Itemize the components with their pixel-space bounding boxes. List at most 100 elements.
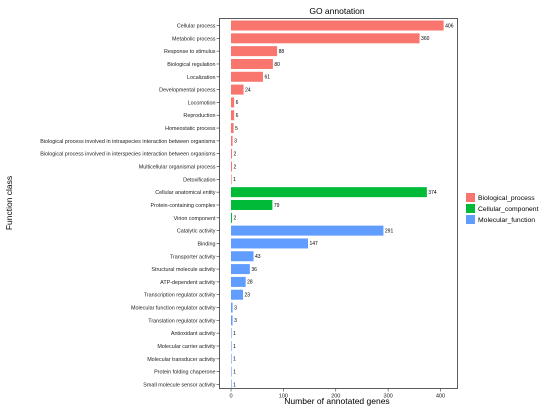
bar	[231, 58, 273, 69]
data-label: 3	[234, 305, 237, 311]
x-axis: 0 100 200 300 400	[229, 388, 445, 400]
x-tick-label: 400	[436, 394, 445, 400]
data-label: 2	[234, 216, 237, 222]
bar	[231, 251, 254, 262]
data-label: 1	[233, 331, 236, 337]
bar	[231, 148, 233, 159]
x-tick-label: 0	[229, 394, 232, 400]
legend: Biological_process Cellular_component Mole…	[466, 193, 539, 224]
legend-swatch	[466, 204, 475, 213]
data-label: 43	[255, 254, 261, 260]
data-label: 88	[279, 49, 285, 55]
plot-frame	[219, 18, 458, 389]
category-label: Molecular carrier activity	[157, 344, 215, 350]
category-label: Metabolic process	[172, 36, 216, 42]
category-label: Translation regulator activity	[148, 318, 216, 324]
data-label: 5	[235, 126, 238, 132]
legend-label: Cellular_component	[478, 206, 539, 213]
legend-label: Molecular_function	[478, 217, 535, 224]
data-label: 406	[445, 23, 454, 29]
bar	[231, 110, 235, 121]
category-label: Transporter activity	[170, 254, 216, 260]
bar	[231, 328, 232, 339]
bar	[231, 161, 233, 172]
bar	[231, 20, 444, 31]
category-label: Cellular anatomical entity	[155, 190, 216, 196]
legend-swatch	[466, 193, 475, 202]
category-label: Structural molecule activity	[151, 267, 215, 273]
bar	[231, 33, 420, 44]
data-label: 28	[247, 280, 253, 286]
bar	[231, 71, 263, 82]
x-tick-label: 300	[383, 394, 392, 400]
data-label: 1	[233, 382, 236, 388]
bar	[231, 379, 232, 390]
category-label: Biological regulation	[167, 62, 215, 68]
legend-swatch	[466, 215, 475, 224]
bar	[231, 174, 232, 185]
category-label: Small molecule sensor activity	[143, 382, 216, 388]
category-label: Catalytic activity	[177, 229, 216, 235]
data-label: 1	[233, 177, 236, 183]
data-label: 6	[236, 113, 239, 119]
category-label: Cellular process	[177, 24, 216, 30]
data-label: 80	[274, 62, 280, 68]
data-label: 6	[236, 100, 239, 106]
bar	[231, 212, 233, 223]
category-label: ATP-dependent activity	[160, 280, 216, 286]
data-label: 36	[251, 267, 257, 273]
data-label: 3	[234, 139, 237, 145]
category-label: Homeostatic process	[165, 126, 216, 132]
data-label: 147	[309, 241, 318, 247]
category-label: Locomotion	[188, 100, 216, 106]
bar	[231, 97, 235, 108]
data-label: 1	[233, 344, 236, 350]
bar	[231, 276, 246, 287]
data-label: 2	[234, 164, 237, 170]
legend-label: Biological_process	[478, 195, 535, 202]
x-axis-label: Number of annotated genes	[284, 396, 389, 406]
category-label: Detoxification	[183, 177, 215, 183]
category-label: Biological process involved in interspec…	[40, 152, 216, 158]
category-label: Protein-containing complex	[150, 203, 215, 209]
x-tick-label: 100	[279, 394, 288, 400]
bar	[231, 84, 244, 95]
data-label: 61	[264, 75, 270, 81]
data-label: 3	[234, 318, 237, 324]
data-label: 1	[233, 357, 236, 363]
data-label: 360	[421, 36, 430, 42]
bars-layer: Cellular process 406 Metabolic process 360 R…	[40, 20, 454, 390]
bar	[231, 199, 273, 210]
bar	[231, 289, 244, 300]
bar	[231, 302, 233, 313]
category-label: Multicellular organismal process	[139, 165, 216, 171]
bar	[231, 264, 250, 275]
category-label: Molecular function regulator activity	[131, 306, 216, 312]
category-label: Biological process involved in intraspec…	[40, 139, 216, 145]
data-label: 291	[385, 228, 394, 234]
category-label: Molecular transducer activity	[147, 357, 216, 363]
x-tick-label: 200	[331, 394, 340, 400]
bar	[231, 366, 232, 377]
category-label: Reproduction	[183, 113, 215, 119]
category-label: Antioxidant activity	[171, 331, 216, 337]
category-label: Virion component	[174, 216, 216, 222]
category-label: Response to stimulus	[164, 49, 216, 55]
data-label: 79	[274, 203, 280, 209]
data-label: 1	[233, 369, 236, 375]
bar	[231, 341, 232, 351]
data-label: 2	[234, 152, 237, 158]
bar	[231, 123, 234, 134]
data-label: 24	[245, 87, 251, 93]
bar	[231, 353, 232, 364]
bar	[231, 225, 384, 236]
data-label: 374	[428, 190, 437, 196]
category-label: Localization	[187, 75, 215, 81]
bar	[231, 46, 278, 57]
bar	[231, 135, 233, 146]
y-axis-label: Function class	[4, 176, 14, 230]
category-label: Transcription regulator activity	[144, 293, 216, 299]
category-label: Binding	[198, 241, 216, 247]
category-label: Developmental process	[159, 88, 216, 94]
